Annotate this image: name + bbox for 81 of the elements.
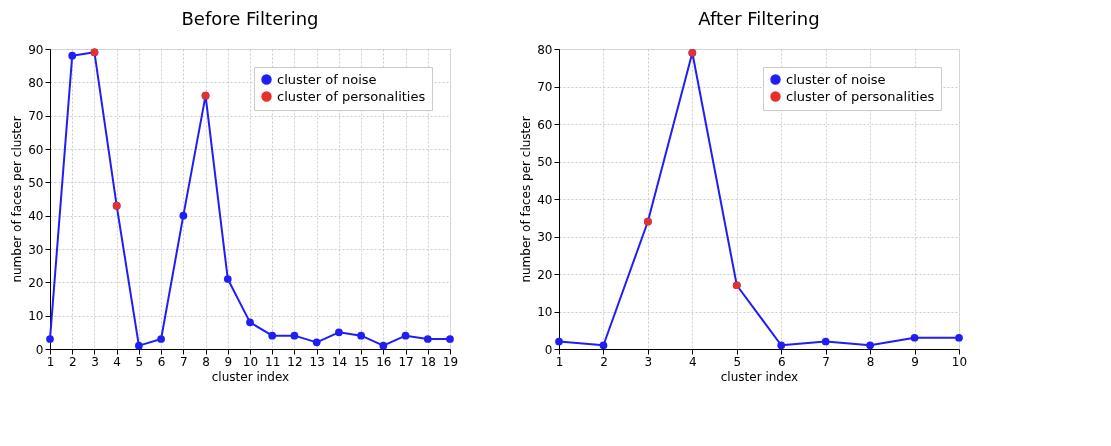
point xyxy=(46,335,54,343)
x-tick-label: 15 xyxy=(353,354,370,369)
point xyxy=(312,338,321,347)
legend-label: cluster of personalities xyxy=(786,88,935,104)
legend-label: cluster of personalities xyxy=(277,88,426,104)
point xyxy=(335,328,343,337)
point xyxy=(777,341,786,350)
y-tick-label: 90 xyxy=(28,42,44,57)
y-tick-label: 30 xyxy=(537,230,553,244)
point xyxy=(290,331,299,340)
y-tick-label: 60 xyxy=(28,142,44,157)
y-axis-title: number of faces per cluster xyxy=(10,116,25,283)
x-axis-title: cluster index xyxy=(211,369,290,384)
x-tick-label: 2 xyxy=(68,354,77,369)
y-tick-label: 80 xyxy=(537,42,553,57)
point xyxy=(599,341,608,350)
x-tick-label: 2 xyxy=(600,354,608,369)
x-tick-label: 9 xyxy=(911,354,919,369)
point xyxy=(268,331,277,340)
point xyxy=(821,337,830,346)
point xyxy=(379,341,388,350)
x-tick-label: 7 xyxy=(180,354,188,369)
point xyxy=(68,51,77,60)
x-tick-label: 1 xyxy=(555,354,564,369)
y-tick-label: 80 xyxy=(28,75,44,90)
point xyxy=(135,341,143,350)
x-tick-label: 4 xyxy=(689,354,697,369)
x-tick-label: 13 xyxy=(309,354,325,369)
x-tick-label: 8 xyxy=(866,354,875,369)
y-tick-label: 70 xyxy=(28,109,44,124)
x-tick-label: 1 xyxy=(46,354,55,369)
x-tick-label: 7 xyxy=(822,354,830,369)
y-tick-label: 10 xyxy=(28,309,44,324)
y-tick-label: 0 xyxy=(544,342,553,357)
y-tick-label: 10 xyxy=(537,305,553,319)
x-tick-label: 6 xyxy=(157,354,166,369)
y-tick-label: 40 xyxy=(537,192,553,207)
point xyxy=(223,275,232,283)
chart-title: After Filtering xyxy=(698,8,820,29)
x-tick-label: 4 xyxy=(113,354,121,369)
point xyxy=(423,335,432,343)
y-tick-label: 40 xyxy=(28,209,44,224)
y-tick-label: 30 xyxy=(28,242,44,257)
x-tick-label: 5 xyxy=(135,354,144,369)
x-tick-label: 19 xyxy=(442,354,459,369)
point xyxy=(401,331,410,340)
y-tick-label: 60 xyxy=(537,117,553,132)
x-tick-label: 9 xyxy=(224,354,233,369)
x-tick-label: 11 xyxy=(265,354,281,369)
x-tick-label: 12 xyxy=(287,354,303,369)
x-tick-label: 16 xyxy=(376,354,392,369)
y-tick-label: 20 xyxy=(28,275,44,290)
point xyxy=(446,335,454,343)
point xyxy=(357,331,365,340)
x-tick-label: 3 xyxy=(644,354,653,369)
point xyxy=(157,335,165,343)
y-tick-label: 50 xyxy=(537,155,553,169)
legend-label: cluster of noise xyxy=(786,71,886,87)
y-tick-label: 20 xyxy=(537,267,553,282)
x-tick-label: 14 xyxy=(331,354,348,369)
point xyxy=(910,333,919,342)
x-tick-label: 5 xyxy=(733,354,742,369)
point xyxy=(866,341,874,350)
y-axis-title: number of faces per cluster xyxy=(519,116,534,283)
x-tick-label: 6 xyxy=(777,354,786,369)
x-tick-label: 10 xyxy=(242,354,259,369)
x-axis-title: cluster index xyxy=(720,369,799,384)
y-tick-label: 0 xyxy=(35,342,44,357)
point xyxy=(555,337,563,346)
x-tick-label: 3 xyxy=(91,354,99,369)
x-tick-label: 10 xyxy=(951,354,968,369)
point xyxy=(246,318,254,327)
point xyxy=(955,333,963,342)
legend-label: cluster of noise xyxy=(277,71,377,87)
y-tick-label: 70 xyxy=(537,80,553,94)
y-tick-label: 50 xyxy=(28,175,44,190)
x-tick-label: 18 xyxy=(420,354,436,369)
point xyxy=(179,211,188,220)
x-tick-label: 17 xyxy=(398,354,414,369)
x-tick-label: 8 xyxy=(202,354,210,369)
chart-title: Before Filtering xyxy=(181,8,319,29)
